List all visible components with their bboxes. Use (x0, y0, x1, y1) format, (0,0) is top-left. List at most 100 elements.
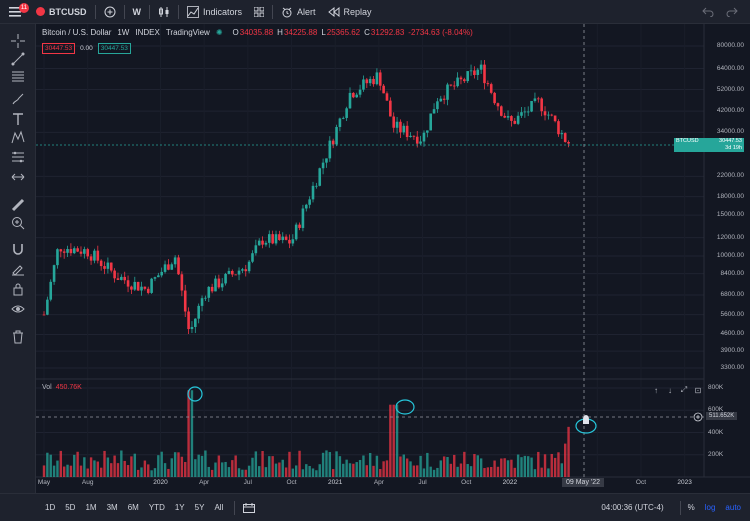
chart-type-button[interactable] (152, 0, 176, 24)
candle-body (140, 286, 143, 291)
candle-body (120, 276, 123, 280)
range-5y-button[interactable]: 5Y (194, 503, 205, 512)
zoom-tool[interactable] (9, 214, 27, 232)
price-chart[interactable] (36, 24, 750, 493)
range-1d-button[interactable]: 1D (45, 503, 56, 512)
expand-icon: ⤢ (680, 385, 688, 394)
pattern-tool[interactable] (9, 128, 27, 146)
volume-bar (486, 467, 490, 477)
remove-drawings-tool[interactable] (9, 328, 27, 346)
crosshair-tool[interactable] (9, 32, 27, 50)
replay-button[interactable]: Replay (322, 0, 378, 24)
volume-bar (133, 453, 136, 477)
divider (94, 4, 96, 19)
sell-button[interactable]: 30447.53 (42, 43, 76, 54)
symbol-search-button[interactable]: BTCUSD (30, 0, 93, 24)
buy-button[interactable]: 30447.53 (97, 43, 131, 54)
volume-bar (207, 466, 210, 477)
candle-body (331, 140, 335, 145)
volume-bar (523, 455, 527, 477)
tag-countdown: 3d 19h (725, 145, 742, 151)
candle-body (311, 185, 315, 200)
range-ytd-button[interactable]: YTD (148, 503, 165, 512)
ruler-tool[interactable] (9, 196, 27, 214)
time-tick-label: Apr (373, 479, 384, 486)
move-up-button[interactable]: ↑ (650, 384, 662, 396)
undo-button[interactable] (696, 0, 720, 24)
volume-bar (258, 466, 261, 477)
stay-drawing-tool[interactable] (9, 260, 27, 278)
candle-body (341, 117, 345, 119)
range-1m-button[interactable]: 1M (85, 503, 97, 512)
volume-bar (173, 452, 177, 477)
text-tool[interactable] (9, 110, 27, 128)
candle-body (106, 262, 110, 269)
candle-body (436, 101, 439, 110)
range-5d-button[interactable]: 5D (65, 503, 76, 512)
magnet-tool[interactable] (9, 240, 27, 258)
compare-button[interactable] (98, 0, 122, 24)
candle-body (247, 261, 251, 272)
volume-bar (42, 465, 46, 477)
candle-body (83, 249, 86, 254)
volume-bar (123, 460, 126, 477)
auto-toggle[interactable]: auto (725, 503, 741, 512)
range-6m-button[interactable]: 6M (127, 503, 139, 512)
indicators-label: Indicators (203, 6, 243, 17)
redo-button[interactable] (720, 0, 750, 24)
measure-arrow-tool[interactable] (9, 168, 27, 186)
close-pane-button[interactable]: ⊡ (692, 384, 704, 396)
candle-body (173, 257, 177, 265)
chart-legend[interactable]: Bitcoin / U.S. Dollar 1W INDEX TradingVi… (42, 28, 473, 37)
candle-body (315, 185, 318, 187)
volume-bar (167, 468, 170, 477)
hide-drawings-tool[interactable] (9, 300, 27, 318)
percent-toggle[interactable]: % (687, 503, 695, 512)
candle-body (496, 103, 500, 107)
hamburger-icon (9, 6, 21, 17)
volume-bar (439, 460, 442, 477)
divider (679, 500, 681, 515)
volume-bar (284, 467, 288, 477)
volume-bar (493, 460, 496, 477)
alert-button[interactable]: Alert (275, 0, 322, 24)
volume-bar (62, 466, 66, 477)
volume-bar (503, 458, 506, 477)
volume-bar (557, 452, 560, 477)
volume-legend[interactable]: Vol 450.76K (42, 384, 82, 391)
candle-body (506, 116, 510, 118)
interval-button[interactable]: W (127, 0, 148, 24)
range-all-button[interactable]: All (214, 503, 224, 512)
clock[interactable]: 04:00:36 (UTC-4) (601, 503, 664, 512)
candle-body (348, 92, 352, 109)
volume-bar (113, 455, 116, 477)
candle-body (288, 239, 291, 244)
templates-button[interactable] (248, 0, 270, 24)
price-axis[interactable]: 80000.00 64000.00 52000.00 42000.00 34000.00… (704, 40, 750, 380)
range-1y-button[interactable]: 1Y (174, 503, 185, 512)
move-down-button[interactable]: ↓ (664, 384, 676, 396)
volume-bar (120, 450, 123, 477)
range-3m-button[interactable]: 3M (106, 503, 118, 512)
buy-sell-panel: 30447.53 0.00 30447.53 (42, 43, 131, 54)
volume-bar (422, 468, 426, 477)
prediction-tool[interactable] (9, 148, 27, 166)
volume-bar (143, 460, 147, 477)
price-tick-label: 12000.00 (716, 233, 744, 241)
lock-tool[interactable] (9, 280, 27, 298)
candle-body (136, 281, 140, 291)
brush-tool[interactable] (9, 90, 27, 108)
goto-date-button[interactable] (237, 496, 261, 520)
indicators-button[interactable]: Indicators (181, 0, 248, 24)
time-tick-label: 2022 (502, 479, 518, 486)
volume-bar (130, 456, 133, 477)
trendline-tool[interactable] (9, 50, 27, 68)
candle-body (328, 140, 332, 159)
fib-tool[interactable] (9, 68, 27, 86)
volume-bar (506, 460, 510, 477)
zoom-in-icon (12, 217, 25, 230)
log-toggle[interactable]: log (704, 503, 716, 512)
legend-high-key: H (277, 28, 283, 37)
main-menu-button[interactable]: 11 (0, 0, 30, 24)
maximize-pane-button[interactable]: ⤢ (678, 384, 690, 396)
